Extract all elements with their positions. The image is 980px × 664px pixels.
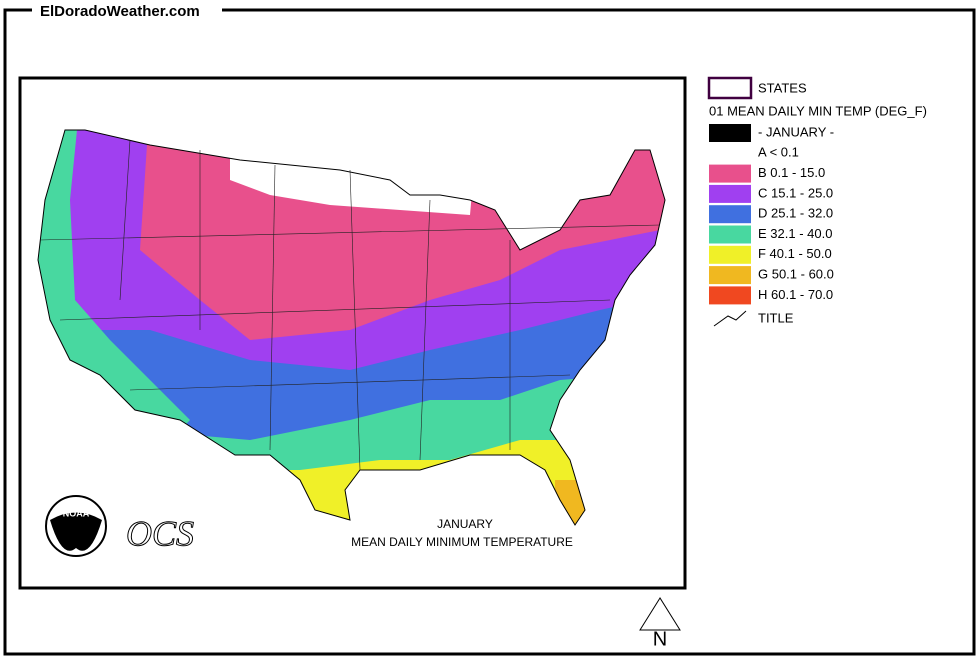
legend-swatch bbox=[709, 164, 751, 183]
legend-swatch bbox=[709, 266, 751, 285]
legend-label: H 60.1 - 70.0 bbox=[758, 287, 833, 302]
legend-swatch bbox=[709, 184, 751, 203]
state-lines bbox=[39, 139, 661, 471]
north-arrow bbox=[639, 597, 681, 631]
states-swatch bbox=[707, 76, 753, 100]
legend-label: C 15.1 - 25.0 bbox=[758, 185, 833, 200]
legend-swatch bbox=[709, 225, 751, 244]
legend-label: D 25.1 - 32.0 bbox=[758, 206, 833, 221]
caption: MEAN DAILY MINIMUM TEMPERATURE bbox=[351, 535, 573, 549]
title-icon bbox=[713, 310, 747, 327]
legend-items: - JANUARY - A < 0.1 B 0.1 - 15.0 C 15.1 - 2… bbox=[709, 124, 834, 305]
states-label: STATES bbox=[758, 80, 807, 95]
legend-swatch bbox=[709, 205, 751, 224]
legend-label: G 50.1 - 60.0 bbox=[758, 267, 834, 282]
legend-label: A < 0.1 bbox=[758, 145, 799, 160]
noaa-text: NOAA bbox=[63, 508, 90, 518]
outer-frame bbox=[3, 8, 976, 656]
title-label: TITLE bbox=[758, 310, 794, 325]
north-label: N bbox=[653, 628, 667, 650]
caption-month: JANUARY bbox=[437, 517, 493, 531]
title-bg bbox=[32, 2, 222, 22]
legend-swatch bbox=[709, 286, 751, 305]
ocs-text: OCS bbox=[126, 513, 194, 553]
legend-label: F 40.1 - 50.0 bbox=[758, 246, 832, 261]
legend-swatch bbox=[709, 124, 751, 142]
site-title: ElDoradoWeather.com bbox=[40, 3, 200, 20]
us-outline bbox=[37, 129, 666, 526]
legend-swatch bbox=[709, 245, 751, 264]
legend-label: B 0.1 - 15.0 bbox=[758, 165, 825, 180]
legend-label: E 32.1 - 40.0 bbox=[758, 226, 832, 241]
legend-label: - JANUARY - bbox=[758, 124, 834, 139]
noaa-bird bbox=[50, 512, 102, 551]
legend-variable: 01 MEAN DAILY MIN TEMP (DEG_F) bbox=[709, 103, 927, 118]
